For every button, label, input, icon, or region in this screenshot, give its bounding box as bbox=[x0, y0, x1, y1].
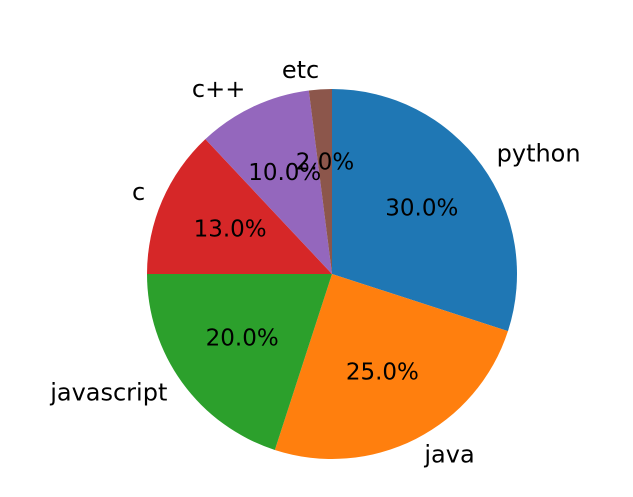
percentage-label-java: 25.0% bbox=[346, 359, 419, 385]
category-label-java: java bbox=[423, 440, 474, 468]
percentage-label-c: 13.0% bbox=[194, 216, 267, 242]
percentage-label-etc: 2.0% bbox=[296, 150, 354, 176]
category-label-javascript: javascript bbox=[49, 379, 167, 407]
category-label-c: c bbox=[132, 178, 145, 206]
pie-slice-etc bbox=[308, 89, 332, 274]
percentage-label-javascript: 20.0% bbox=[206, 326, 279, 352]
pie-slices bbox=[147, 89, 517, 459]
percentage-labels: 30.0% 25.0% 20.0% 13.0% 10.0%2.0% bbox=[194, 150, 459, 386]
category-label-cplusplus: c++ bbox=[192, 75, 245, 103]
pie-slice-python bbox=[332, 89, 517, 332]
percentage-label-cplusplus: 10.0% bbox=[248, 160, 321, 186]
category-labels: python java javascript c c++ etc bbox=[49, 56, 580, 468]
percentage-label-python: 30.0% bbox=[385, 195, 458, 221]
pie-slice-java bbox=[274, 274, 508, 459]
pie-slice-c bbox=[147, 139, 332, 274]
pie-slice-javascript bbox=[147, 274, 332, 450]
category-label-etc: etc bbox=[282, 56, 319, 84]
category-label-python: python bbox=[497, 139, 581, 167]
pie-slice-cplusplus bbox=[205, 90, 332, 275]
